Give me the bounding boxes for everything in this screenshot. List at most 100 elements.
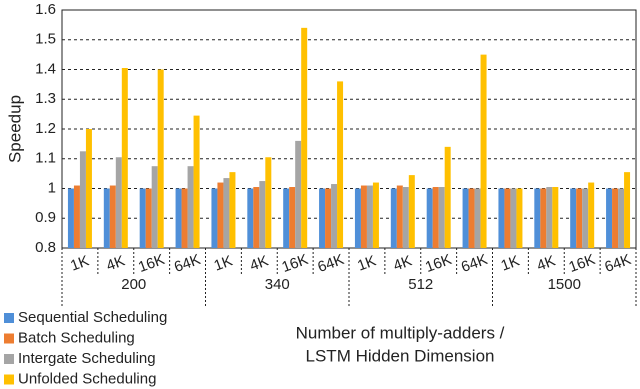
bar [259,181,266,248]
y-tick-label: 1.1 [35,150,56,167]
bar [337,81,344,249]
bar [295,140,302,248]
group-label: 1500 [548,276,581,293]
x-tick-label: 4K [104,252,127,274]
x-tick-label: 1K [355,252,378,274]
legend-swatch [4,374,14,385]
group-label: 512 [408,276,433,293]
x-tick-label: 16K [280,251,311,276]
bar [193,115,200,248]
bar [534,188,541,248]
bar [325,188,332,248]
bar [402,187,409,248]
bar [396,185,403,248]
bar [85,129,92,248]
bar [229,172,236,248]
bar [301,27,308,248]
x-tick-label: 4K [391,252,414,274]
bar [217,182,224,248]
bar [438,187,445,248]
legend-label: Batch Scheduling [18,329,135,346]
bar [570,188,577,248]
bar [432,187,439,248]
x-tick-label: 64K [315,251,346,276]
bar [468,188,475,248]
legend-swatch [4,313,14,323]
bar [331,184,338,248]
bar [181,188,188,248]
bar [79,151,86,248]
bar [73,185,80,248]
bar [247,188,254,248]
bar [480,54,487,248]
y-tick-label: 0.8 [35,239,56,256]
legend-label: Intergate Scheduling [18,350,156,367]
bar [516,188,523,248]
x-axis-label: Number of multiply-adders / [296,323,505,342]
x-tick-label: 4K [248,252,271,274]
bar [390,188,397,248]
y-tick-label: 1.4 [35,60,56,77]
bar [576,188,583,248]
y-tick-label: 1 [48,179,56,196]
x-tick-label: 64K [602,251,633,276]
bar [139,188,146,248]
y-tick-label: 1.5 [35,31,56,48]
bar [157,69,164,248]
y-tick-label: 1.3 [35,90,56,107]
bar [109,185,116,248]
bar [510,188,517,248]
x-tick-label: 1K [212,252,235,274]
y-axis-label: Speedup [5,95,24,163]
bar [504,188,511,248]
bar [67,188,74,248]
x-axis-label: LSTM Hidden Dimension [306,346,495,365]
bar [360,185,367,248]
legend-swatch [4,354,14,364]
bar [175,188,182,248]
y-tick-label: 0.9 [35,209,56,226]
bar [372,182,379,248]
bar [211,188,218,248]
bar [588,182,595,248]
bar [151,166,158,248]
x-tick-label: 4K [535,252,558,274]
bar [612,188,619,248]
bar [426,188,433,248]
x-tick-label: 1K [68,252,91,274]
bar [187,166,194,248]
bar [444,146,451,248]
legend-label: Unfolded Scheduling [18,370,156,387]
y-tick-label: 1.6 [35,1,56,18]
legend-swatch [4,333,14,344]
bar [552,187,559,248]
group-label: 200 [121,276,146,293]
bar [223,178,230,248]
bar [498,188,505,248]
bar [582,188,589,248]
x-tick-label: 64K [172,251,203,276]
bar [366,185,373,248]
bar [103,188,110,248]
bar [408,175,415,248]
x-tick-label: 64K [459,251,490,276]
bar [289,187,296,248]
bar [283,188,290,248]
bar [606,188,613,248]
x-tick-label: 16K [567,251,598,276]
x-tick-label: 1K [499,252,522,274]
group-label: 340 [265,276,290,293]
y-tick-label: 1.2 [35,120,56,137]
bar [624,172,631,248]
bar [319,188,326,248]
bar [462,188,469,248]
bar [115,157,122,248]
bar [145,188,152,248]
bar [540,188,547,248]
legend-label: Sequential Scheduling [18,309,167,326]
bar [618,188,625,248]
x-tick-label: 16K [136,251,167,276]
bar [474,188,481,248]
bar [121,68,128,248]
